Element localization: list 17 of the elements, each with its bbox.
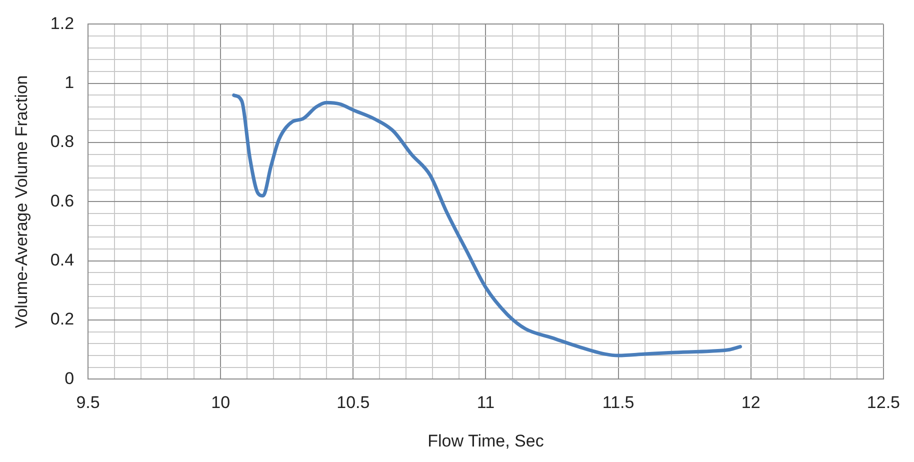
y-tick-label: 0.8 (50, 132, 74, 152)
y-tick-label: 0.4 (50, 250, 74, 270)
x-axis-title: Flow Time, Sec (428, 431, 544, 450)
x-tick-label: 10.5 (336, 393, 370, 412)
y-tick-label: 0 (64, 368, 74, 388)
x-tick-label: 9.5 (76, 393, 100, 412)
y-axis-title: Volume-Average Volume Fraction (12, 75, 31, 328)
y-tick-label: 1.2 (50, 14, 74, 33)
y-tick-label: 1 (64, 73, 74, 92)
x-tick-label: 11 (476, 393, 495, 412)
y-tick-label: 0.2 (50, 310, 74, 329)
y-tick-label: 0.6 (50, 191, 74, 210)
x-tick-label: 10 (211, 393, 230, 412)
x-tick-label: 12.5 (866, 393, 900, 412)
x-tick-label: 12 (741, 393, 760, 412)
x-tick-label: 11.5 (602, 393, 634, 412)
line-series (232, 93, 742, 358)
